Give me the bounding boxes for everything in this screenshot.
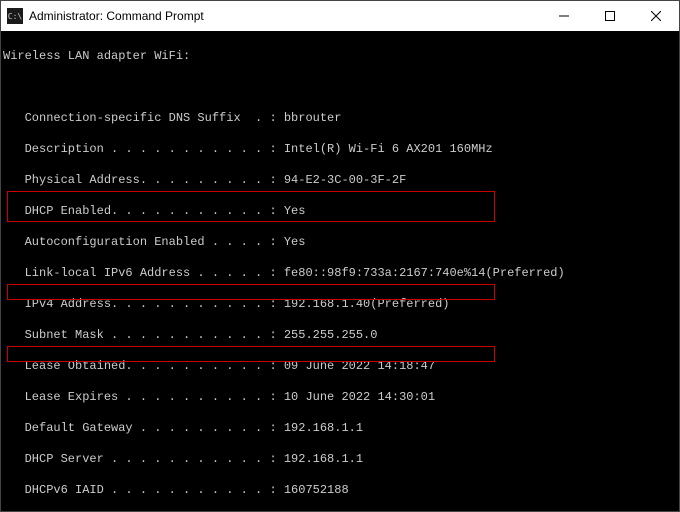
window-title: Administrator: Command Prompt: [29, 9, 204, 23]
wifi-autoconfig: Autoconfiguration Enabled . . . . : Yes: [3, 235, 677, 251]
close-icon: [651, 11, 661, 21]
window-controls: [541, 1, 679, 31]
maximize-icon: [605, 11, 615, 21]
wifi-default-gateway: Default Gateway . . . . . . . . . : 192.…: [3, 421, 677, 437]
wifi-lease-expires: Lease Expires . . . . . . . . . . : 10 J…: [3, 390, 677, 406]
command-prompt-window: C:\ Administrator: Command Prompt Wirele…: [0, 0, 680, 512]
wifi-lease-obtained: Lease Obtained. . . . . . . . . . : 09 J…: [3, 359, 677, 375]
wifi-subnet-mask: Subnet Mask . . . . . . . . . . . : 255.…: [3, 328, 677, 344]
minimize-icon: [559, 11, 569, 21]
section-header-wifi: Wireless LAN adapter WiFi:: [3, 49, 677, 65]
wifi-ipv6-linklocal: Link-local IPv6 Address . . . . . : fe80…: [3, 266, 677, 282]
minimize-button[interactable]: [541, 1, 587, 31]
blank-line: [3, 80, 677, 96]
wifi-dhcp-server: DHCP Server . . . . . . . . . . . : 192.…: [3, 452, 677, 468]
wifi-physical-address: Physical Address. . . . . . . . . : 94-E…: [3, 173, 677, 189]
maximize-button[interactable]: [587, 1, 633, 31]
terminal-output[interactable]: Wireless LAN adapter WiFi: Connection-sp…: [1, 31, 679, 511]
wifi-dns-suffix: Connection-specific DNS Suffix . : bbrou…: [3, 111, 677, 127]
wifi-dhcpv6-iaid: DHCPv6 IAID . . . . . . . . . . . : 1607…: [3, 483, 677, 499]
wifi-ipv4-address: IPv4 Address. . . . . . . . . . . : 192.…: [3, 297, 677, 313]
wifi-description: Description . . . . . . . . . . . : Inte…: [3, 142, 677, 158]
wifi-dhcp-enabled: DHCP Enabled. . . . . . . . . . . : Yes: [3, 204, 677, 220]
close-button[interactable]: [633, 1, 679, 31]
titlebar[interactable]: C:\ Administrator: Command Prompt: [1, 1, 679, 31]
cmd-icon: C:\: [7, 8, 23, 24]
